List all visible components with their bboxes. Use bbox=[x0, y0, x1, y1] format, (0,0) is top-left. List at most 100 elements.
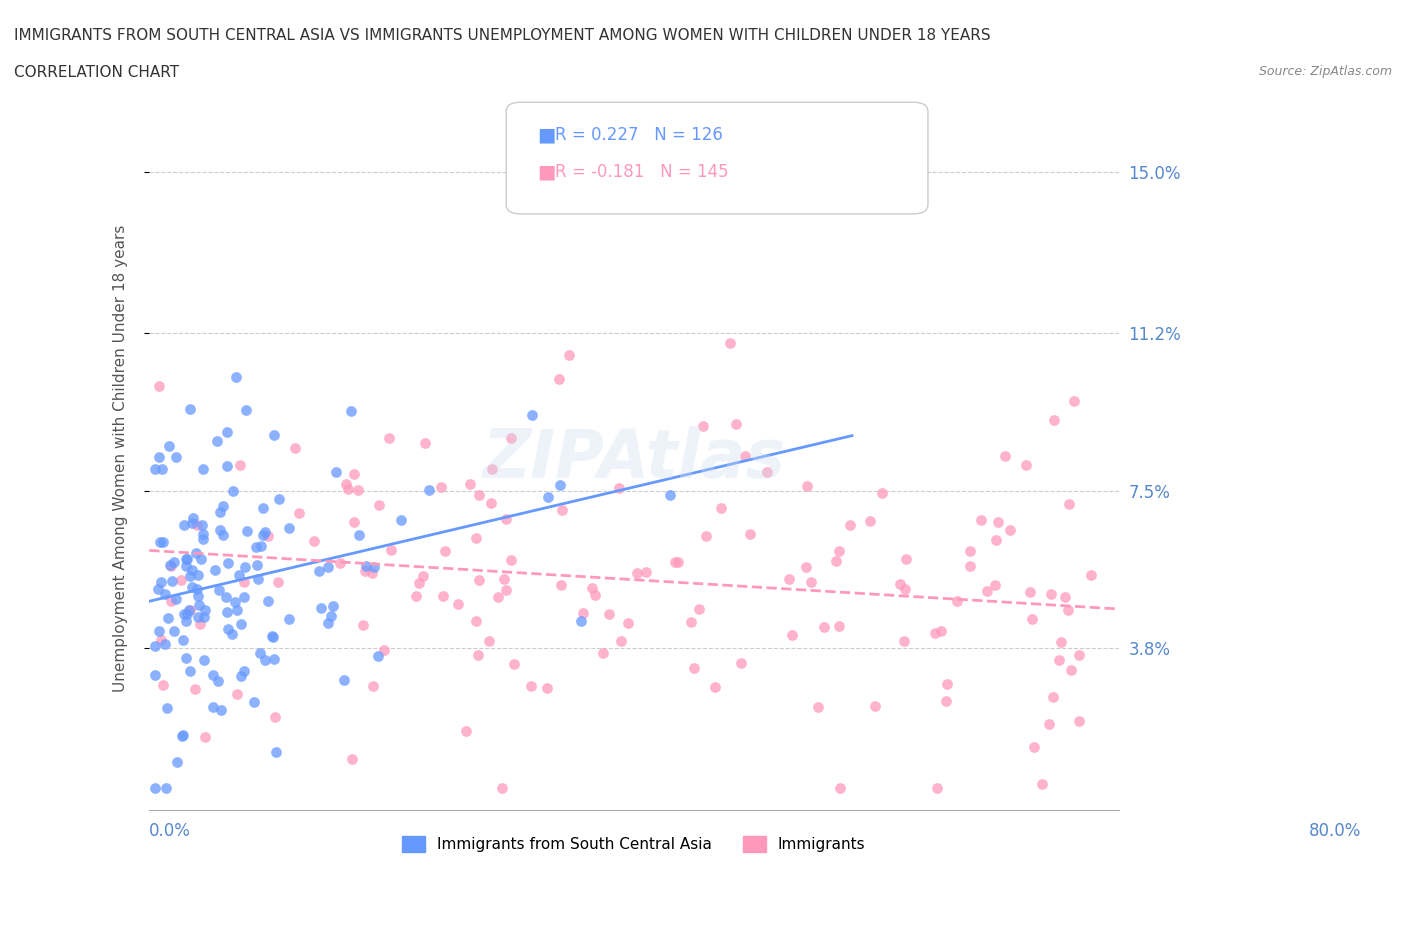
Point bbox=[1059, 662, 1081, 677]
Point bbox=[1015, 458, 1038, 472]
Point bbox=[710, 500, 733, 515]
Point bbox=[277, 612, 299, 627]
Point bbox=[464, 614, 486, 629]
Point bbox=[186, 581, 208, 596]
Point bbox=[179, 603, 201, 618]
Point bbox=[755, 464, 778, 479]
Point bbox=[499, 552, 522, 567]
Point bbox=[319, 608, 342, 623]
Point bbox=[156, 700, 179, 715]
Point bbox=[970, 513, 993, 528]
Point bbox=[598, 606, 620, 621]
Point bbox=[173, 518, 195, 533]
Point bbox=[610, 633, 633, 648]
Point bbox=[583, 588, 606, 603]
Point bbox=[734, 449, 756, 464]
Point bbox=[830, 781, 852, 796]
Point bbox=[1021, 612, 1043, 627]
Point bbox=[478, 633, 501, 648]
Point bbox=[659, 487, 682, 502]
Point bbox=[163, 555, 186, 570]
Point bbox=[186, 545, 208, 560]
Point bbox=[150, 633, 173, 648]
Point bbox=[226, 687, 249, 702]
Point bbox=[233, 559, 256, 574]
Point bbox=[373, 643, 395, 658]
Point bbox=[225, 369, 247, 384]
Point bbox=[1022, 739, 1045, 754]
Point bbox=[235, 403, 257, 418]
Text: CORRELATION CHART: CORRELATION CHART bbox=[14, 65, 179, 80]
Point bbox=[495, 512, 517, 526]
Point bbox=[430, 480, 453, 495]
Point bbox=[233, 663, 256, 678]
Point bbox=[217, 621, 239, 636]
Point bbox=[1056, 602, 1078, 617]
Point bbox=[1069, 713, 1091, 728]
Point bbox=[287, 506, 309, 521]
Point bbox=[209, 702, 232, 717]
Point bbox=[692, 418, 714, 433]
Point bbox=[405, 588, 427, 603]
Point bbox=[155, 636, 177, 651]
Point bbox=[152, 534, 174, 549]
Point bbox=[520, 679, 543, 694]
Point bbox=[1080, 567, 1102, 582]
Text: 0.0%: 0.0% bbox=[149, 822, 191, 840]
Point bbox=[367, 649, 389, 664]
Point bbox=[447, 597, 470, 612]
Point bbox=[318, 616, 340, 631]
Point bbox=[176, 606, 198, 621]
Point bbox=[607, 481, 630, 496]
Point bbox=[224, 595, 246, 610]
Point bbox=[340, 751, 363, 766]
Point bbox=[190, 517, 212, 532]
Point bbox=[361, 679, 384, 694]
Point bbox=[190, 552, 212, 567]
Point bbox=[863, 698, 886, 713]
Point bbox=[1043, 413, 1066, 428]
Point bbox=[460, 477, 482, 492]
Point bbox=[304, 533, 326, 548]
Point bbox=[1000, 522, 1022, 537]
Point bbox=[537, 490, 560, 505]
Point bbox=[176, 614, 198, 629]
Point bbox=[149, 535, 172, 550]
Point bbox=[205, 433, 228, 448]
Point bbox=[1042, 690, 1064, 705]
Point bbox=[872, 485, 894, 500]
Point bbox=[363, 560, 385, 575]
Point bbox=[263, 428, 285, 443]
Point bbox=[231, 617, 253, 631]
Point bbox=[418, 483, 440, 498]
Point bbox=[839, 518, 862, 533]
Point bbox=[408, 576, 430, 591]
Point bbox=[1063, 393, 1085, 408]
Point bbox=[1047, 653, 1070, 668]
Point bbox=[889, 577, 911, 591]
Point bbox=[924, 625, 946, 640]
Point bbox=[194, 602, 217, 617]
Point bbox=[550, 578, 572, 592]
Point bbox=[688, 602, 710, 617]
Point bbox=[987, 514, 1010, 529]
Point bbox=[148, 379, 170, 393]
Point bbox=[569, 614, 592, 629]
Point bbox=[807, 700, 830, 715]
Point bbox=[486, 590, 509, 604]
Point bbox=[159, 557, 181, 572]
Point bbox=[664, 555, 686, 570]
Point bbox=[262, 628, 284, 643]
Point bbox=[893, 633, 915, 648]
Point bbox=[187, 589, 209, 604]
Point bbox=[380, 542, 402, 557]
Point bbox=[896, 551, 918, 566]
Point bbox=[217, 555, 239, 570]
Point bbox=[572, 605, 595, 620]
Point bbox=[148, 623, 170, 638]
Point bbox=[467, 648, 489, 663]
Point bbox=[592, 646, 614, 661]
Point bbox=[994, 449, 1017, 464]
Point bbox=[581, 581, 603, 596]
Point bbox=[929, 623, 952, 638]
